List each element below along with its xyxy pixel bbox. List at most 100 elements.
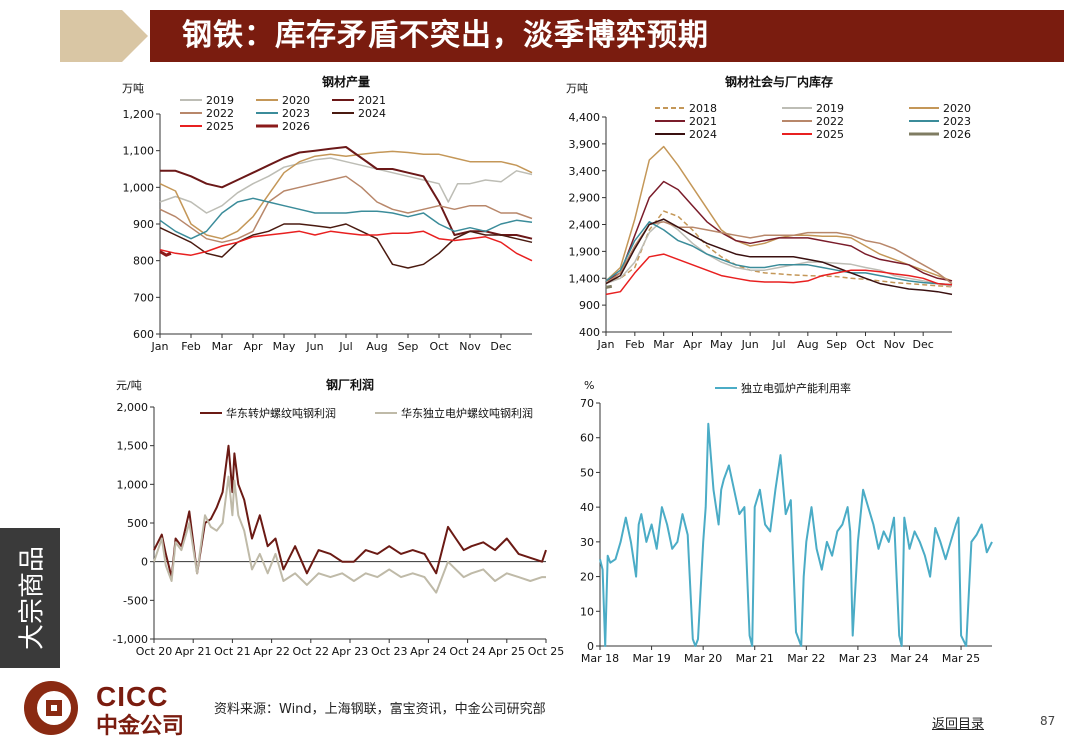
x-tick-label: Jul (771, 338, 785, 351)
y-tick-label: 1,100 (123, 145, 155, 158)
y-axis-unit: 万吨 (122, 82, 144, 95)
legend-label: 华东独立电炉螺纹吨钢利润 (401, 406, 533, 420)
y-tick-label: 0 (141, 556, 148, 569)
series-line-4 (159, 197, 533, 240)
series-line-7 (605, 253, 953, 296)
x-tick-label: Oct 23 (371, 645, 408, 658)
x-tick-label: Mar 22 (787, 652, 825, 665)
x-tick-label: Nov (459, 340, 481, 353)
x-tick-label: Feb (181, 340, 200, 353)
x-tick-label: Oct 21 (214, 645, 251, 658)
x-tick-label: Jan (151, 340, 169, 353)
x-tick-label: Apr 25 (489, 645, 526, 658)
x-tick-label: Aug (797, 338, 818, 351)
x-tick-label: Oct 20 (136, 645, 173, 658)
x-tick-label: Aug (366, 340, 387, 353)
legend-label: 2025 (206, 120, 234, 133)
series-line-6 (159, 230, 533, 262)
legend-label: 2025 (816, 128, 844, 141)
series-line-1 (159, 150, 533, 240)
y-tick-label: 0 (587, 640, 594, 653)
x-tick-label: Oct (429, 340, 449, 353)
x-tick-label: Sep (826, 338, 847, 351)
x-tick-label: Mar 20 (684, 652, 722, 665)
x-tick-label: Jun (305, 340, 323, 353)
x-tick-label: Mar 21 (736, 652, 774, 665)
source-note: 资料来源：Wind，上海钢联，富宝资讯，中金公司研究部 (214, 702, 546, 717)
y-tick-label: 2,000 (117, 401, 149, 414)
x-tick-label: Sep (398, 340, 419, 353)
series-line-5 (605, 221, 953, 286)
chart-title: 钢材社会与厂内库存 (725, 74, 833, 89)
series-line-2 (160, 146, 533, 240)
x-tick-label: Nov (884, 338, 906, 351)
x-tick-label: Apr 21 (175, 645, 212, 658)
legend-label: 2022 (206, 107, 234, 120)
y-tick-label: 900 (579, 299, 600, 312)
x-tick-label: Jun (741, 338, 759, 351)
logo-text-en: CICC (96, 681, 169, 712)
legend-label: 2024 (689, 128, 717, 141)
y-tick-label: 900 (133, 218, 154, 231)
legend-label: 2026 (282, 120, 310, 133)
y-tick-label: 800 (133, 255, 154, 268)
header-bar (150, 10, 1064, 62)
y-tick-label: 500 (127, 517, 148, 530)
side-section-label: 大宗商品 (17, 545, 48, 651)
y-axis-unit: 万吨 (566, 82, 588, 95)
series-line-3 (159, 175, 533, 244)
chart-steel-output: 钢材产量 万吨 1,200 1,100 1,000 900 800 700 600 Jan Feb M… (110, 72, 550, 364)
legend-label: 2022 (816, 115, 844, 128)
legend-label: 2024 (358, 107, 386, 120)
y-tick-label: 60 (580, 432, 594, 445)
page-title: 钢铁：库存矛盾不突出，淡季博弈预期 (182, 18, 709, 53)
y-tick-label: 700 (133, 291, 154, 304)
x-tick-label: May (710, 338, 733, 351)
x-tick-label: Mar (212, 340, 233, 353)
legend-label: 2021 (358, 94, 386, 107)
y-tick-label: 1,000 (117, 478, 149, 491)
x-tick-label: Mar 24 (890, 652, 928, 665)
y-tick-label: 70 (580, 397, 594, 410)
side-section-tab[interactable]: 大宗商品 (0, 528, 60, 668)
legend-label: 2019 (816, 102, 844, 115)
series-line-5 (159, 223, 533, 269)
series-line-4 (605, 221, 953, 285)
y-tick-label: 2,400 (569, 219, 601, 232)
y-tick-label: 30 (580, 536, 594, 549)
y-axis-unit: 元/吨 (116, 379, 142, 392)
y-tick-label: 3,900 (569, 138, 601, 151)
y-tick-label: 10 (580, 605, 594, 618)
y-tick-label: 1,500 (117, 440, 149, 453)
chart-svg: 钢厂利润元/吨2,0001,5001,0005000-500-1,000Oct … (113, 377, 565, 658)
back-to-contents-link[interactable]: 返回目录 (932, 717, 985, 732)
series-line-0 (159, 157, 533, 214)
x-tick-label: Oct 25 (528, 645, 565, 658)
x-tick-label: Apr 23 (332, 645, 369, 658)
y-tick-label: 40 (580, 501, 594, 514)
legend-label: 2018 (689, 102, 717, 115)
chart-steel-mill-profit: 钢厂利润 元/吨 2,000 1,500 1,000 500 0 -500 -1,000 Oct … (110, 375, 565, 665)
y-tick-label: 3,400 (569, 165, 601, 178)
y-tick-label: 400 (579, 326, 600, 339)
legend-label: 2019 (206, 94, 234, 107)
x-tick-label: Jul (338, 340, 352, 353)
x-tick-label: Mar 19 (632, 652, 670, 665)
series-line-7 (159, 250, 172, 257)
x-tick-label: Jan (597, 338, 615, 351)
series-line-2 (605, 145, 953, 282)
legend-label: 华东转炉螺纹吨钢利润 (226, 406, 336, 420)
legend-label: 2020 (282, 94, 310, 107)
series-line-0 (153, 444, 547, 579)
y-tick-label: 2,900 (569, 192, 601, 205)
x-tick-label: Oct 22 (293, 645, 330, 658)
series-line-0 (605, 210, 953, 288)
x-tick-label: Apr 24 (410, 645, 447, 658)
series-line-1 (153, 475, 546, 594)
x-tick-label: Oct 24 (449, 645, 486, 658)
legend-label: 2020 (943, 102, 971, 115)
y-tick-label: 1,900 (569, 245, 601, 258)
series-line-8 (605, 284, 613, 289)
chart-eaf-utilization: % 70 60 50 40 30 20 10 0 Mar 18 Mar 19 Mar 20 Mar 21… (560, 375, 1000, 665)
